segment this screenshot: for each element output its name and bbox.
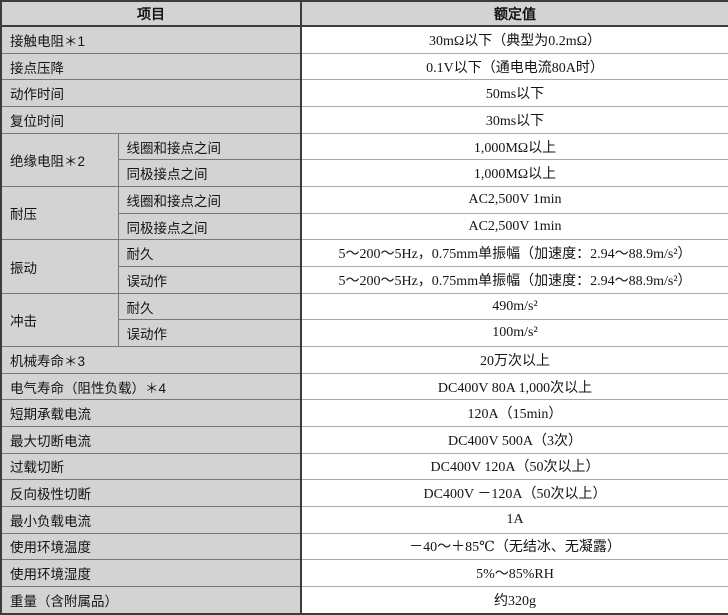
row-value: 20万次以上 [300,346,728,374]
column-header-value: 额定值 [300,0,728,27]
row-value: 490m/s² [300,292,728,321]
row-group-label: 绝缘电阻＊2 [0,132,119,188]
row-label: 最小负载电流 [0,505,302,534]
row-sublabel: 耐久 [117,239,302,268]
row-sublabel: 误动作 [117,266,302,294]
row-value: DC400V 500A（3次） [300,425,728,454]
table-row: 重量（含附属品） 约320g [0,585,728,615]
row-value: 120A（15min） [300,399,728,427]
table-row: 接触电阻＊1 30mΩ以下（典型为0.2mΩ） [0,25,728,54]
row-group-label: 振动 [0,239,119,294]
table-row: 接点压降 0.1V以下（通电电流80A时） [0,52,728,81]
table-row: 动作时间 50ms以下 [0,79,728,108]
row-value: DC400V －120A（50次以上） [300,479,728,507]
table-row: 短期承载电流 120A（15min） [0,399,728,427]
table-row: 耐压 线圈和接点之间 AC2,500V 1min [0,186,728,241]
table-row: 复位时间 30ms以下 [0,106,728,134]
row-value: 0.1V以下（通电电流80A时） [300,52,728,81]
row-sublabel: 线圈和接点之间 [117,132,302,161]
row-group-label: 冲击 [0,292,119,348]
table-row: 反向极性切断 DC400V －120A（50次以上） [0,479,728,507]
row-label: 电气寿命（阻性负载）＊4 [0,372,302,401]
table-row: 机械寿命＊3 20万次以上 [0,346,728,374]
row-label: 使用环境湿度 [0,559,302,587]
row-label: 机械寿命＊3 [0,346,302,374]
row-label: 接点压降 [0,52,302,81]
table-row: 最小负载电流 1A [0,505,728,534]
row-value: 约320g [300,585,728,615]
table-row: 过载切断 DC400V 120A（50次以上） [0,452,728,481]
row-value: 50ms以下 [300,79,728,108]
row-value: －40～＋85℃（无结冰、无凝露） [300,532,728,561]
row-label: 最大切断电流 [0,425,302,454]
table-row: 冲击 耐久 490m/s² [0,292,728,348]
row-value: AC2,500V 1min [300,186,728,214]
row-value: 5%～85%RH [300,559,728,587]
row-value: DC400V 120A（50次以上） [300,452,728,481]
header-row: 项目 额定值 [0,0,728,27]
row-sublabel: 线圈和接点之间 [117,186,302,214]
row-value: 100m/s² [300,319,728,348]
row-group-label: 耐压 [0,186,119,241]
row-sublabel: 耐久 [117,292,302,321]
row-label: 动作时间 [0,79,302,108]
row-sublabel: 同极接点之间 [117,159,302,188]
table-row: 误动作 5～200～5Hz，0.75mm单振幅（加速度：2.94～88.9m/s… [1,266,728,294]
row-value: 5～200～5Hz，0.75mm单振幅（加速度：2.94～88.9m/s²） [300,266,728,294]
table-row: 绝缘电阻＊2 线圈和接点之间 1,000MΩ以上 [0,132,728,188]
row-value: 1A [300,505,728,534]
row-label: 接触电阻＊1 [0,25,302,54]
row-sublabel: 同极接点之间 [117,212,302,241]
row-label: 反向极性切断 [0,479,302,507]
row-value: 1,000MΩ以上 [300,132,728,161]
row-value: AC2,500V 1min [300,212,728,241]
table-row: 误动作 100m/s² [1,319,728,348]
row-value: DC400V 80A 1,000次以上 [300,372,728,401]
column-header-item: 项目 [0,0,302,27]
row-value: 1,000MΩ以上 [300,159,728,188]
row-label: 复位时间 [0,106,302,134]
table-row: 使用环境温度 －40～＋85℃（无结冰、无凝露） [0,532,728,561]
row-value: 30ms以下 [300,106,728,134]
row-label: 使用环境温度 [0,532,302,561]
row-label: 重量（含附属品） [0,585,302,615]
table-row: 最大切断电流 DC400V 500A（3次） [0,425,728,454]
row-sublabel: 误动作 [117,319,302,348]
row-value: 5～200～5Hz，0.75mm单振幅（加速度：2.94～88.9m/s²） [300,239,728,268]
table-row: 振动 耐久 5～200～5Hz，0.75mm单振幅（加速度：2.94～88.9m… [0,239,728,294]
row-label: 短期承载电流 [0,399,302,427]
row-label: 过载切断 [0,452,302,481]
table-row: 使用环境湿度 5%～85%RH [0,559,728,587]
row-value: 30mΩ以下（典型为0.2mΩ） [300,25,728,54]
table-row: 电气寿命（阻性负载）＊4 DC400V 80A 1,000次以上 [0,372,728,401]
